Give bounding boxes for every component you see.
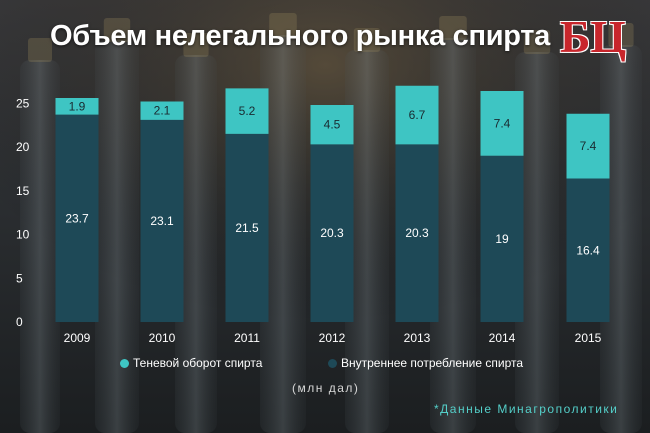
bottle-shape [600, 45, 642, 433]
legend-label-shadow: Теневой оборот спирта [133, 356, 263, 370]
bar-shadow-turnover [140, 101, 184, 120]
x-tick-label: 2013 [404, 331, 431, 345]
x-tick-label: 2010 [149, 331, 176, 345]
data-label-domestic: 21.5 [235, 221, 259, 235]
bar-domestic-consumption [140, 119, 184, 322]
bar-domestic-consumption [566, 178, 610, 322]
data-label-domestic: 19 [495, 232, 509, 246]
bottle-cap-shape [28, 38, 52, 62]
y-tick-label: 15 [16, 184, 30, 198]
bottle-shape [260, 35, 306, 433]
stacked-bar-chart: 0 5 10 15 20 25 23.7 1.9 2009 23.1 2.1 2010 21.5 5.2… [16, 85, 610, 345]
bar-shadow-turnover [310, 105, 354, 145]
legend-swatch-shadow [120, 358, 129, 368]
bar-domestic-consumption [395, 144, 439, 322]
data-label-shadow: 2.1 [154, 104, 171, 118]
chart-title: Объем нелегального рынка спирта [50, 20, 550, 52]
bottle-shape [430, 38, 476, 433]
bar-domestic-consumption [55, 114, 99, 322]
x-tick-label: 2012 [319, 331, 346, 345]
data-label-shadow: 1.9 [69, 99, 86, 113]
data-label-domestic: 16.4 [576, 243, 600, 257]
bottle-shape [345, 50, 389, 433]
x-tick-label: 2009 [64, 331, 91, 345]
bar-shadow-turnover [566, 113, 610, 179]
data-label-domestic: 20.3 [320, 226, 344, 240]
bottle-shape [175, 55, 217, 433]
unit-label: (млн дал) [292, 381, 360, 395]
y-tick-label: 25 [16, 96, 30, 110]
y-tick-label: 10 [16, 228, 30, 242]
bc-logo: БЦ [560, 11, 627, 62]
bar-domestic-consumption [310, 144, 354, 322]
data-label-shadow: 7.4 [494, 116, 511, 130]
bottle-shape [515, 52, 559, 433]
legend-item-domestic: Внутреннее потребление спирта [328, 356, 523, 370]
bar-shadow-turnover [55, 98, 99, 115]
data-label-shadow: 4.5 [324, 118, 341, 132]
bar-shadow-turnover [225, 88, 269, 134]
bottle-shape [95, 40, 139, 433]
y-tick-label: 20 [16, 140, 30, 154]
data-label-shadow: 5.2 [239, 104, 256, 118]
data-label-domestic: 20.3 [405, 226, 429, 240]
bottle-shape [20, 60, 60, 433]
data-label-shadow: 6.7 [409, 108, 426, 122]
x-tick-label: 2011 [234, 331, 260, 345]
bottle-cap-shape [269, 13, 297, 37]
data-label-domestic: 23.7 [65, 211, 89, 225]
bar-shadow-turnover [480, 91, 524, 156]
y-tick-label: 5 [16, 271, 23, 285]
bottle-cap-shape [103, 18, 131, 42]
bottle-cap-shape [439, 16, 467, 40]
bottle-cap-shape [353, 28, 381, 52]
legend-item-shadow: Теневой оборот спирта [120, 356, 262, 370]
bottle-cap-shape [183, 33, 209, 57]
x-tick-label: 2015 [575, 331, 602, 345]
bar-domestic-consumption [480, 155, 524, 322]
legend-label-domestic: Внутреннее потребление спирта [341, 356, 524, 370]
data-label-shadow: 7.4 [580, 139, 597, 153]
y-tick-label: 0 [16, 315, 23, 329]
bottle-cap-shape [523, 30, 551, 54]
legend-swatch-domestic [328, 358, 337, 368]
x-tick-label: 2014 [489, 331, 516, 345]
bar-shadow-turnover [395, 85, 439, 145]
bar-domestic-consumption [225, 133, 269, 322]
bottle-cap-shape [608, 23, 634, 47]
source-note: *Данные Минагрополитики [434, 402, 619, 416]
data-label-domestic: 23.1 [150, 214, 174, 228]
